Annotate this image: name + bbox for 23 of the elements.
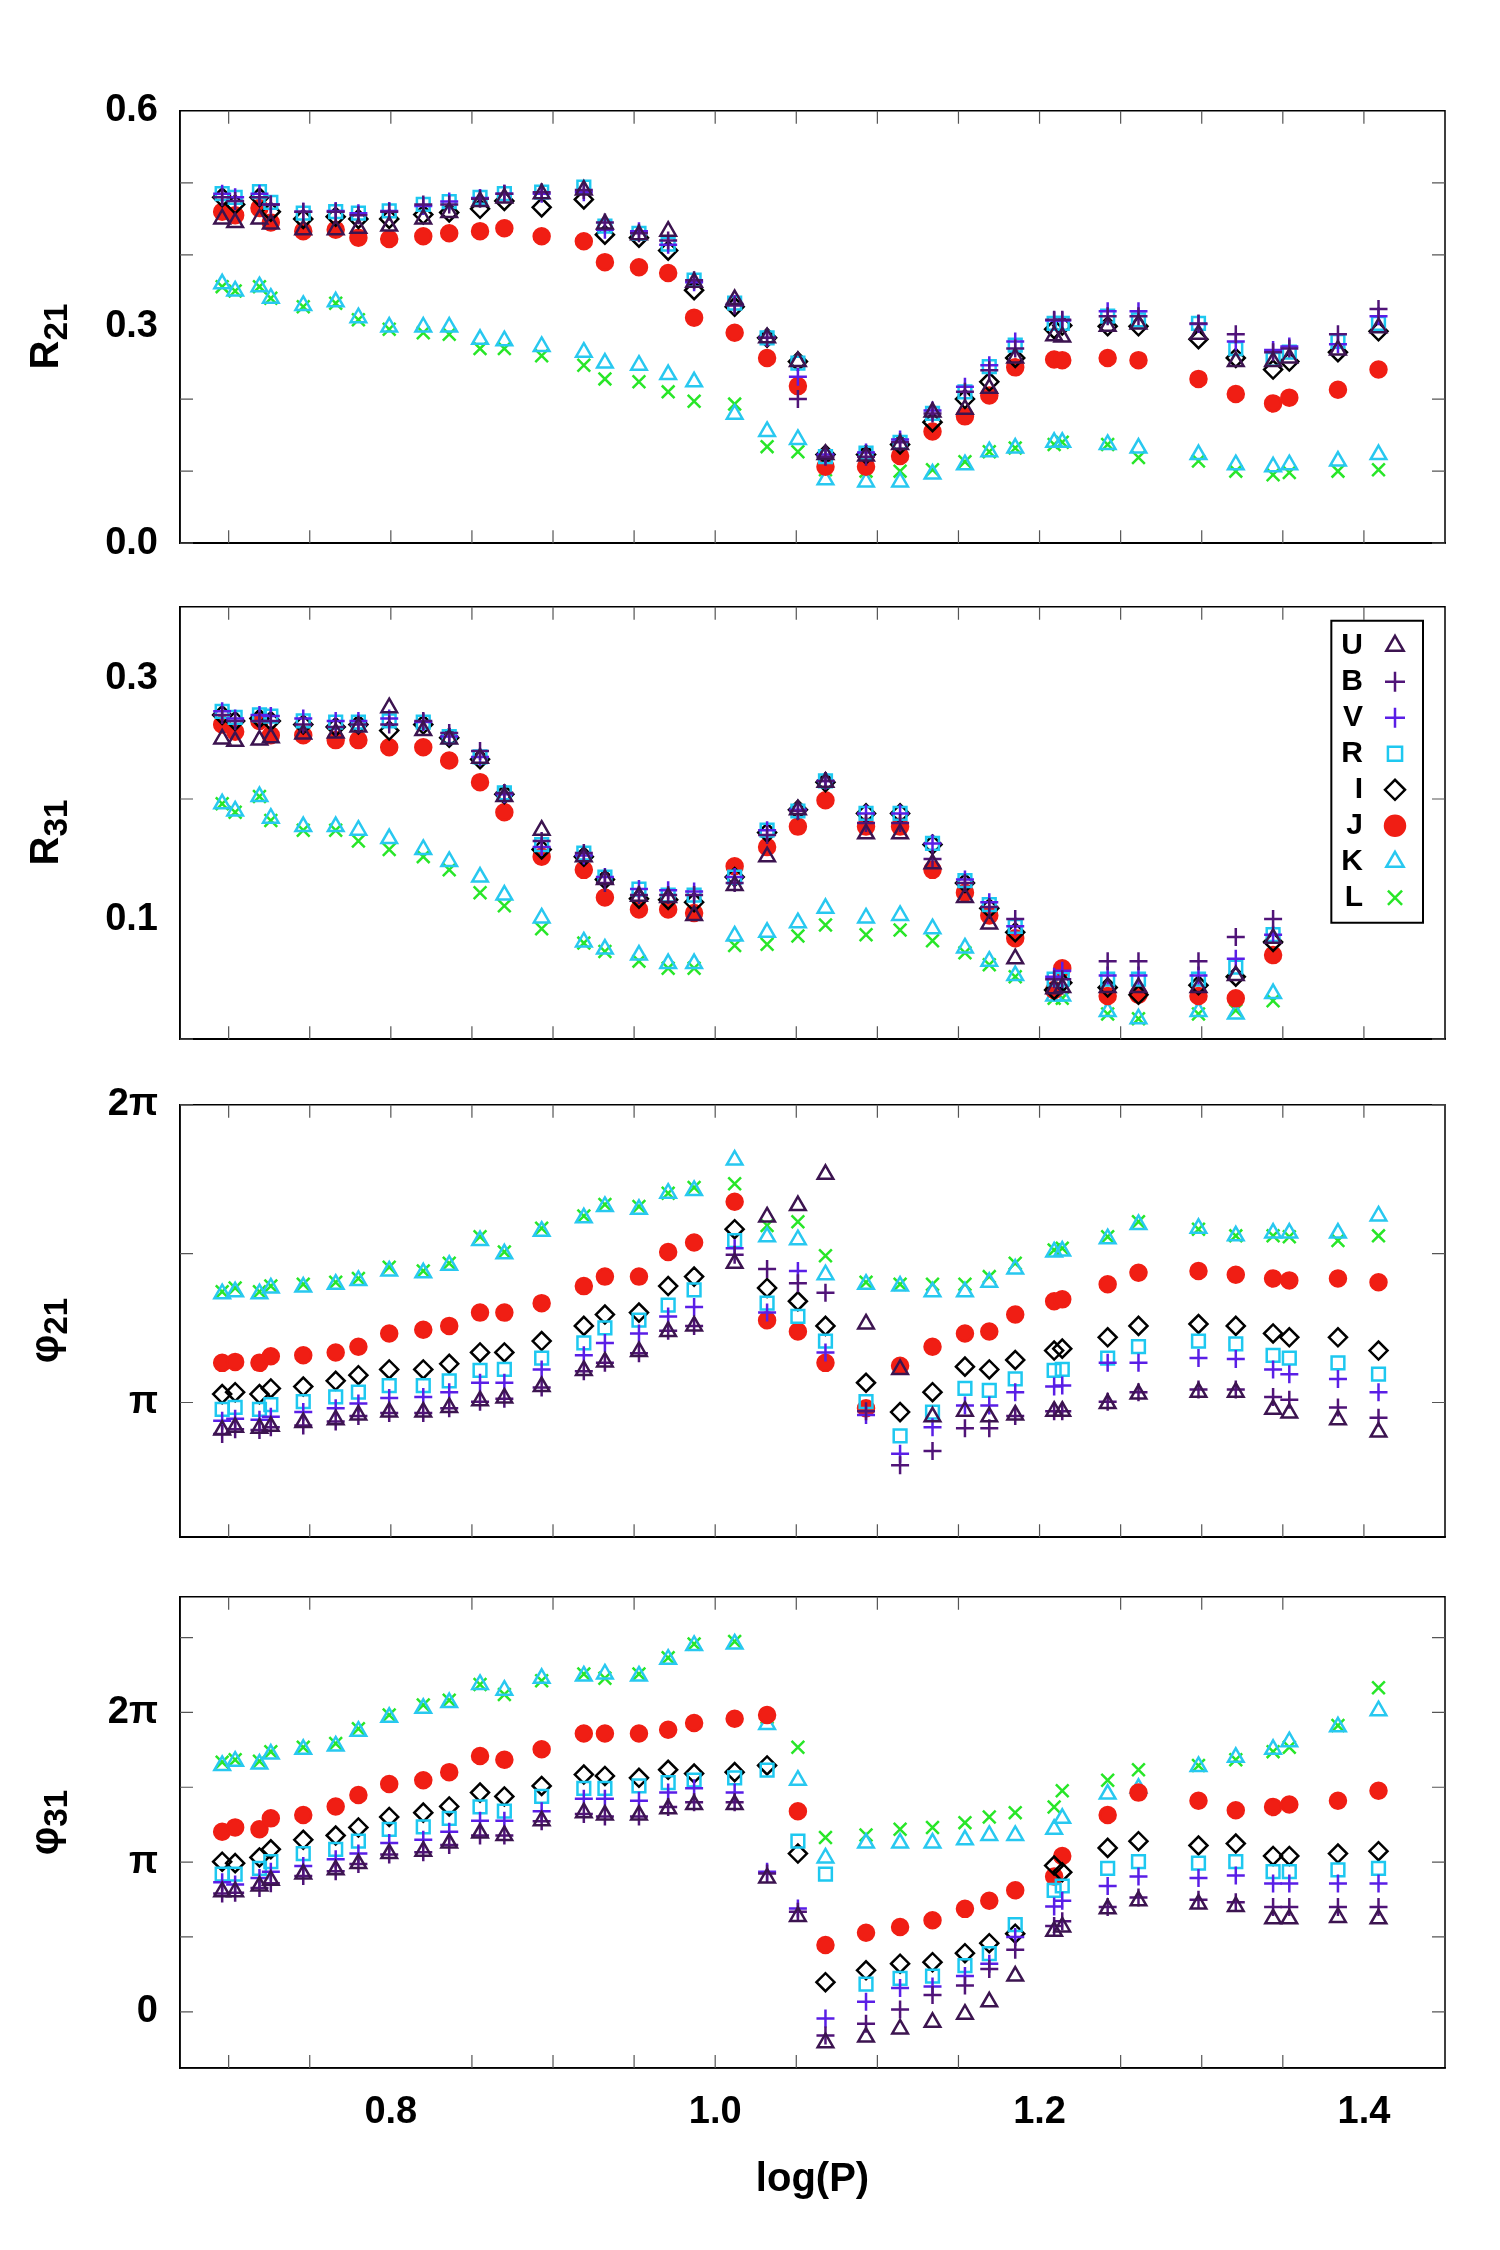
legend-label: L <box>1344 879 1363 913</box>
legend-label: K <box>1341 843 1364 877</box>
legend-label: I <box>1354 771 1363 805</box>
x-tick-label: 1.4 <box>1337 2089 1391 2132</box>
y-tick-label: π <box>128 1378 158 1421</box>
y-tick-label: 0.3 <box>105 655 158 698</box>
x-axis-title: log(P) <box>755 2155 870 2200</box>
y-tick-label: 0.1 <box>105 895 158 938</box>
y-tick-label: 2π <box>107 1081 158 1124</box>
legend-label: R <box>1341 735 1364 769</box>
y-tick-label: 0.6 <box>105 87 158 130</box>
y-tick-label: π <box>128 1838 158 1881</box>
legend-label: B <box>1341 663 1363 697</box>
y-tick-label: 0.0 <box>105 519 158 562</box>
x-tick-label: 0.8 <box>364 2089 418 2132</box>
y-tick-label: 0.3 <box>105 303 158 346</box>
y-tick-label: 0 <box>136 1988 158 2031</box>
legend-label: V <box>1342 699 1363 733</box>
legend-label: J <box>1346 807 1363 841</box>
x-tick-label: 1.0 <box>688 2089 742 2132</box>
x-tick-label: 1.2 <box>1013 2089 1066 2132</box>
y-tick-label: 2π <box>107 1688 158 1731</box>
legend-label: U <box>1341 627 1363 661</box>
